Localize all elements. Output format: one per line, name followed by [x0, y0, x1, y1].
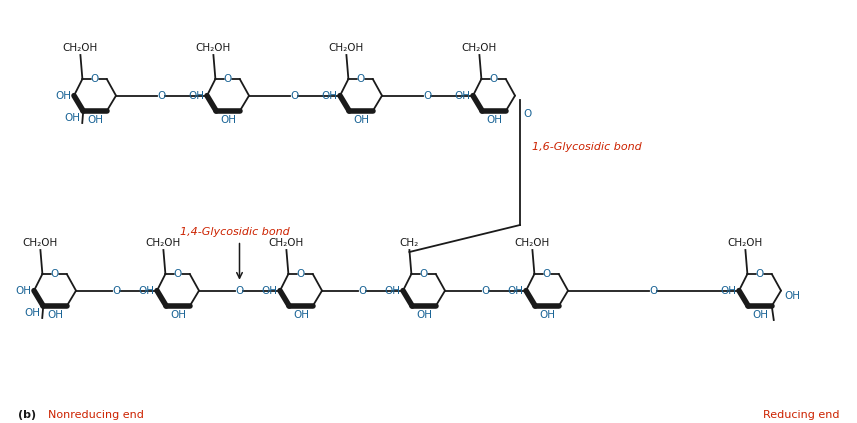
- Text: O: O: [91, 74, 99, 84]
- Text: CH₂OH: CH₂OH: [515, 238, 550, 248]
- Text: OH: OH: [321, 91, 337, 101]
- Text: OH: OH: [507, 286, 523, 296]
- Text: O: O: [112, 286, 121, 296]
- Text: OH: OH: [87, 115, 103, 125]
- Text: O: O: [173, 269, 182, 279]
- Text: O: O: [489, 74, 498, 84]
- Text: O: O: [357, 74, 365, 84]
- Text: OH: OH: [384, 286, 400, 296]
- Text: OH: OH: [188, 91, 204, 101]
- Text: OH: OH: [170, 310, 186, 320]
- Text: OH: OH: [353, 115, 369, 125]
- Text: CH₂OH: CH₂OH: [329, 43, 364, 53]
- Text: OH: OH: [24, 308, 40, 318]
- Text: OH: OH: [486, 115, 502, 125]
- Text: O: O: [482, 286, 489, 296]
- Text: OH: OH: [416, 310, 432, 320]
- Text: OH: OH: [454, 91, 470, 101]
- Text: O: O: [756, 269, 764, 279]
- Text: O: O: [224, 74, 231, 84]
- Text: O: O: [523, 109, 531, 118]
- Text: CH₂OH: CH₂OH: [195, 43, 231, 53]
- Text: OH: OH: [55, 91, 71, 101]
- Text: CH₂OH: CH₂OH: [23, 238, 58, 248]
- Text: O: O: [358, 286, 367, 296]
- Text: CH₂OH: CH₂OH: [146, 238, 181, 248]
- Text: OH: OH: [539, 310, 555, 320]
- Text: Nonreducing end: Nonreducing end: [48, 410, 144, 420]
- Text: OH: OH: [293, 310, 309, 320]
- Text: CH₂OH: CH₂OH: [269, 238, 304, 248]
- Text: 1,4-Glycosidic bond: 1,4-Glycosidic bond: [180, 227, 290, 236]
- Text: OH: OH: [752, 310, 768, 320]
- Text: O: O: [236, 286, 243, 296]
- Text: OH: OH: [64, 113, 81, 123]
- Text: CH₂OH: CH₂OH: [728, 238, 763, 248]
- Text: OH: OH: [138, 286, 154, 296]
- Text: CH₂OH: CH₂OH: [462, 43, 497, 53]
- Text: Reducing end: Reducing end: [764, 410, 840, 420]
- Text: O: O: [419, 269, 428, 279]
- Text: OH: OH: [220, 115, 236, 125]
- Text: 1,6-Glycosidic bond: 1,6-Glycosidic bond: [532, 142, 642, 152]
- Text: OH: OH: [784, 291, 800, 301]
- Text: OH: OH: [720, 286, 736, 296]
- Text: O: O: [542, 269, 551, 279]
- Text: O: O: [297, 269, 305, 279]
- Text: O: O: [423, 91, 432, 101]
- Text: OH: OH: [15, 286, 31, 296]
- Text: OH: OH: [261, 286, 277, 296]
- Text: CH₂: CH₂: [399, 238, 419, 248]
- Text: O: O: [650, 286, 657, 296]
- Text: CH₂OH: CH₂OH: [63, 43, 98, 53]
- Text: O: O: [158, 91, 165, 101]
- Text: (b): (b): [18, 410, 36, 420]
- Text: OH: OH: [47, 310, 63, 320]
- Text: O: O: [291, 91, 298, 101]
- Text: O: O: [51, 269, 59, 279]
